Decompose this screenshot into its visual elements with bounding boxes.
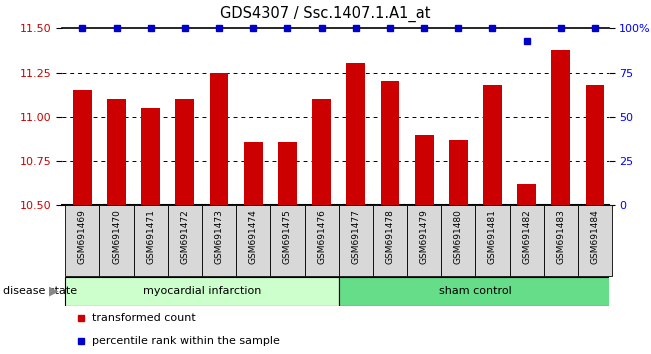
FancyBboxPatch shape: [407, 205, 441, 276]
Bar: [381, 81, 399, 205]
Text: GSM691469: GSM691469: [78, 209, 87, 264]
Bar: [244, 142, 262, 205]
FancyBboxPatch shape: [373, 205, 407, 276]
Bar: [141, 108, 160, 205]
Bar: [107, 99, 126, 205]
FancyBboxPatch shape: [270, 205, 305, 276]
FancyBboxPatch shape: [544, 205, 578, 276]
FancyBboxPatch shape: [475, 205, 510, 276]
Text: percentile rank within the sample: percentile rank within the sample: [92, 336, 280, 346]
Bar: [518, 184, 536, 205]
FancyBboxPatch shape: [339, 205, 373, 276]
FancyBboxPatch shape: [65, 205, 100, 276]
Text: GSM691476: GSM691476: [317, 209, 326, 264]
Bar: [312, 99, 331, 205]
Text: GSM691474: GSM691474: [249, 209, 258, 264]
FancyBboxPatch shape: [305, 205, 339, 276]
Text: myocardial infarction: myocardial infarction: [143, 286, 261, 296]
FancyBboxPatch shape: [168, 205, 202, 276]
Bar: [210, 73, 229, 205]
Bar: [551, 50, 570, 205]
Text: GSM691483: GSM691483: [557, 209, 565, 264]
Text: GSM691475: GSM691475: [283, 209, 292, 264]
Text: ▶: ▶: [49, 285, 59, 298]
Bar: [415, 135, 434, 205]
Text: GSM691480: GSM691480: [454, 209, 463, 264]
Text: disease state: disease state: [3, 286, 77, 296]
Bar: [176, 99, 194, 205]
Bar: [483, 85, 502, 205]
Text: transformed count: transformed count: [92, 313, 196, 323]
Bar: [449, 140, 467, 205]
Text: GDS4307 / Ssc.1407.1.A1_at: GDS4307 / Ssc.1407.1.A1_at: [220, 5, 431, 22]
Bar: [73, 90, 92, 205]
FancyBboxPatch shape: [133, 205, 168, 276]
FancyBboxPatch shape: [578, 205, 612, 276]
Text: GSM691473: GSM691473: [215, 209, 223, 264]
Text: GSM691470: GSM691470: [112, 209, 121, 264]
Text: GSM691471: GSM691471: [146, 209, 155, 264]
Text: GSM691484: GSM691484: [590, 209, 600, 264]
Text: sham control: sham control: [439, 286, 512, 296]
FancyBboxPatch shape: [236, 205, 270, 276]
Text: GSM691478: GSM691478: [385, 209, 395, 264]
Bar: [586, 85, 604, 205]
Bar: [346, 63, 365, 205]
FancyBboxPatch shape: [510, 205, 544, 276]
Text: GSM691472: GSM691472: [180, 209, 189, 264]
FancyBboxPatch shape: [202, 205, 236, 276]
Text: GSM691481: GSM691481: [488, 209, 497, 264]
FancyBboxPatch shape: [100, 205, 133, 276]
Text: GSM691482: GSM691482: [522, 209, 531, 264]
FancyBboxPatch shape: [339, 277, 612, 306]
Text: GSM691479: GSM691479: [420, 209, 428, 264]
FancyBboxPatch shape: [65, 277, 339, 306]
Bar: [278, 142, 297, 205]
Text: GSM691477: GSM691477: [352, 209, 360, 264]
FancyBboxPatch shape: [441, 205, 475, 276]
